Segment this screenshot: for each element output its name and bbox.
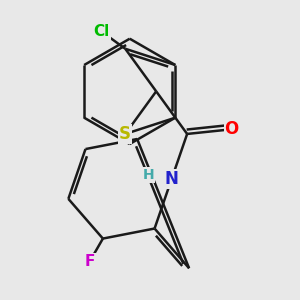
Text: S: S <box>119 125 131 143</box>
Text: F: F <box>85 254 95 269</box>
Text: H: H <box>142 168 154 182</box>
Text: O: O <box>224 120 239 138</box>
Text: Cl: Cl <box>94 24 110 39</box>
Text: N: N <box>165 170 179 188</box>
